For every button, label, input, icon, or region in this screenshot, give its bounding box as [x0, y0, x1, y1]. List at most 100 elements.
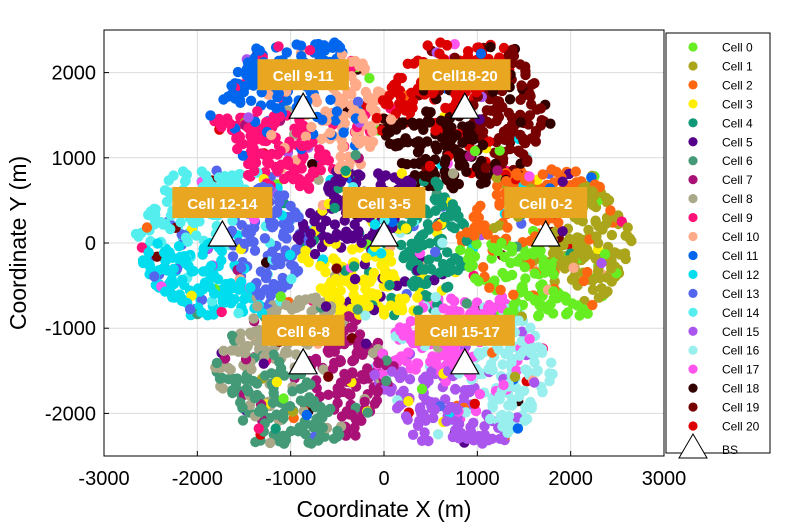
data-point [144, 259, 155, 270]
data-point [524, 110, 536, 121]
data-point [447, 168, 459, 179]
data-point [506, 112, 517, 123]
data-point [267, 397, 279, 408]
base-station-markers: Cell 0-2 Cell 3-5 Cell 6-8 Cell 9-11 Cell 12… [172, 59, 588, 375]
data-point [351, 347, 362, 359]
data-point [519, 415, 530, 426]
data-point [520, 364, 531, 375]
legend-entry-label: Cell 6 [722, 154, 753, 168]
data-point [339, 368, 350, 380]
legend-entry-label: Cell 1 [722, 59, 753, 73]
data-point [494, 200, 505, 211]
data-point [593, 221, 604, 232]
data-point [513, 315, 524, 326]
data-point [430, 291, 441, 303]
data-point [423, 375, 434, 387]
data-point [208, 288, 220, 299]
data-point [351, 134, 362, 146]
data-point [350, 430, 361, 441]
data-point [468, 417, 479, 428]
data-point [197, 249, 208, 260]
data-point [491, 95, 502, 107]
data-point [227, 386, 238, 397]
data-point [287, 386, 298, 397]
data-point [349, 273, 361, 285]
data-point [591, 231, 602, 242]
data-point [251, 378, 263, 389]
legend-marker [688, 364, 698, 374]
data-point [237, 415, 249, 426]
data-point [387, 216, 398, 228]
data-point [249, 245, 261, 256]
data-point [165, 223, 176, 235]
data-point [329, 219, 341, 230]
data-point [512, 256, 523, 267]
data-point [254, 45, 265, 56]
data-point [620, 230, 631, 241]
legend-marker [688, 326, 698, 336]
data-point [381, 355, 392, 366]
legend-entry-label: Cell 7 [722, 173, 753, 187]
data-point [516, 80, 527, 91]
data-point [364, 73, 375, 84]
data-point [250, 436, 261, 448]
data-point [457, 137, 468, 148]
data-point [545, 118, 556, 129]
x-tick-label: 0 [378, 468, 389, 490]
data-point [421, 278, 432, 289]
data-point [272, 92, 283, 103]
data-point [537, 169, 548, 180]
data-point [483, 363, 494, 375]
base-station-triangle [449, 347, 480, 375]
data-point [441, 416, 452, 427]
data-point [533, 311, 544, 322]
data-point [334, 429, 345, 440]
data-point [376, 248, 387, 259]
data-point [529, 78, 540, 89]
data-point [290, 212, 302, 223]
data-point [234, 131, 246, 142]
data-point [392, 86, 403, 97]
data-point [349, 422, 360, 433]
data-point [504, 344, 515, 355]
legend-marker [688, 307, 698, 317]
data-point [395, 325, 406, 336]
data-point [511, 168, 522, 179]
data-point [554, 249, 565, 260]
data-point [360, 338, 372, 349]
data-point [421, 136, 433, 147]
data-point [306, 121, 317, 133]
data-point [239, 238, 250, 249]
data-point [152, 238, 163, 249]
legend-bs-label: BS [722, 443, 738, 457]
data-point [560, 292, 571, 303]
data-point [512, 423, 524, 434]
data-point [291, 298, 302, 310]
base-station-triangle [449, 91, 480, 119]
data-point [301, 409, 312, 421]
x-tick-label: -1000 [265, 468, 316, 490]
data-point [310, 93, 321, 104]
data-point [492, 108, 503, 120]
data-point [504, 94, 516, 105]
data-point [317, 412, 328, 423]
data-point [249, 393, 261, 404]
data-point [294, 422, 305, 433]
legend-marker [688, 80, 698, 90]
data-point [430, 176, 441, 187]
data-point [407, 96, 418, 107]
data-point [499, 132, 511, 143]
data-point [205, 110, 216, 121]
data-point [268, 306, 279, 317]
data-point [325, 403, 336, 415]
legend: Cell 0 Cell 1 Cell 2 Cell 3 Cell 4 Cell 5 Cell… [665, 32, 771, 459]
data-point [551, 166, 562, 178]
data-point [245, 139, 256, 150]
data-point [405, 363, 416, 374]
data-point [252, 106, 263, 117]
data-point [487, 399, 498, 410]
data-point [332, 397, 343, 409]
data-point [243, 122, 254, 134]
data-point [529, 294, 540, 305]
data-point [400, 133, 411, 144]
